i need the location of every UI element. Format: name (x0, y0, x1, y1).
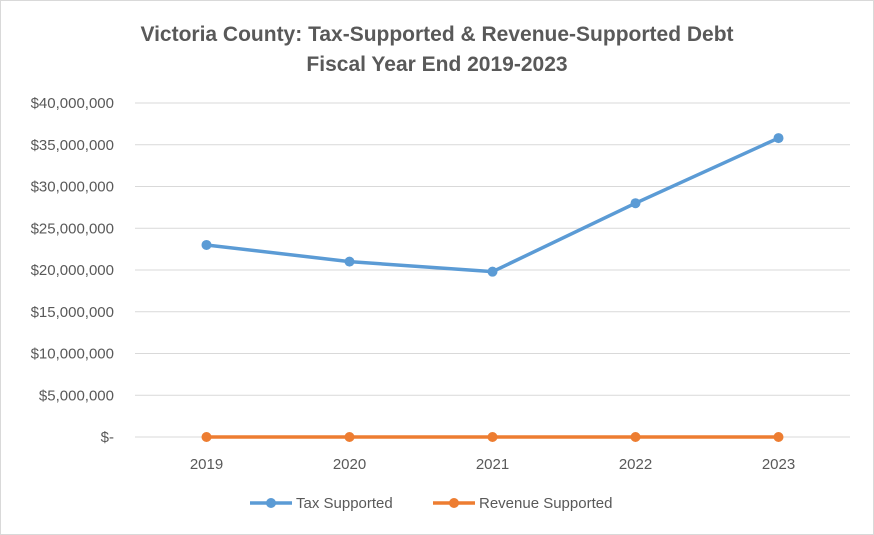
chart-subtitle: Fiscal Year End 2019-2023 (306, 53, 567, 76)
data-point (487, 266, 498, 277)
x-tick-label: 2022 (619, 456, 652, 473)
series-group (201, 133, 784, 442)
y-tick-label: $- (101, 429, 114, 446)
data-point (344, 432, 355, 442)
data-point (201, 239, 212, 250)
data-point (201, 432, 212, 442)
y-tick-label: $30,000,000 (31, 179, 114, 196)
data-point (487, 432, 498, 442)
y-tick-label: $10,000,000 (31, 346, 114, 363)
legend-label: Revenue Supported (479, 495, 612, 512)
chart-title: Victoria County: Tax-Supported & Revenue… (140, 23, 733, 46)
y-tick-label: $40,000,000 (31, 95, 114, 112)
data-point (344, 256, 355, 267)
x-tick-label: 2023 (762, 456, 795, 473)
x-tick-label: 2021 (476, 456, 509, 473)
legend-label: Tax Supported (296, 495, 393, 512)
x-tick-label: 2019 (190, 456, 223, 473)
data-point (630, 198, 641, 209)
data-point (773, 133, 784, 144)
legend-marker (266, 498, 276, 508)
y-tick-label: $35,000,000 (31, 137, 114, 154)
data-point (630, 432, 641, 442)
y-tick-label: $25,000,000 (31, 220, 114, 237)
series-line-1 (204, 136, 781, 274)
y-tick-label: $15,000,000 (31, 304, 114, 321)
y-tick-label: $20,000,000 (31, 262, 114, 279)
x-tick-label: 2020 (333, 456, 366, 473)
y-tick-label: $5,000,000 (39, 387, 114, 404)
legend-marker (449, 498, 459, 508)
data-point (773, 432, 784, 442)
legend: Tax Supported Revenue Supported (250, 495, 612, 512)
y-axis-tick-labels: $- $5,000,000 $10,000,000 $15,000,000 $20,00… (31, 95, 114, 446)
x-axis-tick-labels: 2019 2020 2021 2022 2023 (190, 456, 795, 473)
